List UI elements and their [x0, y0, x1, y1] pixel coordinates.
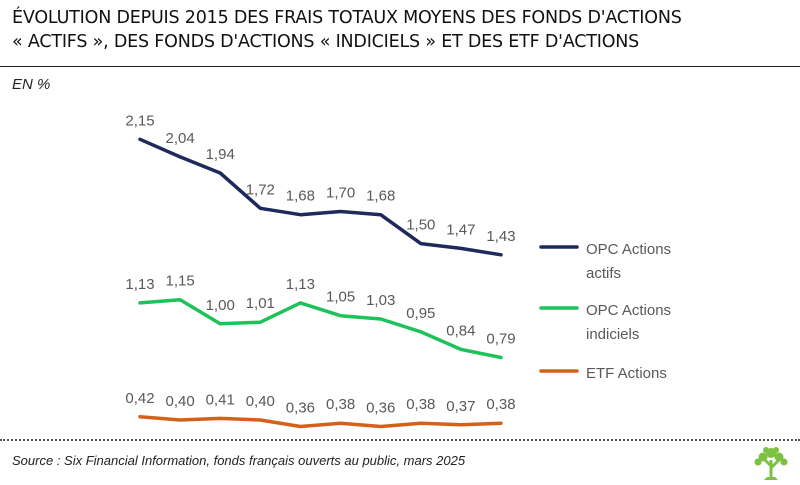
data-label: 1,43 — [486, 228, 515, 245]
data-label: 1,01 — [246, 295, 275, 312]
tree-icon — [754, 447, 788, 480]
legend-label: OPC Actions — [586, 302, 671, 319]
data-label: 1,50 — [406, 217, 435, 234]
data-label: 1,68 — [286, 188, 315, 205]
data-label: 1,15 — [165, 273, 194, 290]
title-divider — [0, 66, 800, 67]
data-label: 1,13 — [125, 276, 154, 293]
chart-title: ÉVOLUTION DEPUIS 2015 DES FRAIS TOTAUX M… — [12, 6, 788, 54]
data-label: 0,40 — [246, 393, 275, 410]
data-label: 1,00 — [206, 297, 235, 314]
data-label: 1,13 — [286, 276, 315, 293]
data-label: 1,68 — [366, 188, 395, 205]
data-label: 0,79 — [486, 331, 515, 348]
footer-divider — [0, 439, 800, 441]
data-label: 1,47 — [446, 221, 475, 238]
data-label: 0,38 — [326, 396, 355, 413]
series-line-1 — [138, 137, 503, 257]
data-label: 2,04 — [165, 130, 194, 147]
data-label: 0,40 — [165, 393, 194, 410]
data-label: 0,37 — [446, 398, 475, 415]
data-label: 2,15 — [125, 112, 154, 129]
unit-label: EN % — [12, 76, 51, 93]
chart-title-line-1: ÉVOLUTION DEPUIS 2015 DES FRAIS TOTAUX M… — [12, 8, 682, 28]
series-line-3 — [138, 415, 503, 429]
data-label: 1,94 — [206, 146, 235, 163]
data-label: 0,95 — [406, 305, 435, 322]
data-label: 0,42 — [125, 390, 154, 407]
data-label: 0,41 — [206, 391, 235, 408]
legend-label: actifs — [586, 265, 621, 282]
data-label: 0,84 — [446, 322, 475, 339]
source-note: Source : Six Financial Information, fond… — [12, 453, 466, 468]
data-label: 1,72 — [246, 181, 275, 198]
line-chart: 2,15 2,04 1,94 1,72 1,68 1,70 1,68 1,50 1,47 1,43… — [125, 112, 671, 429]
data-label: 1,70 — [326, 185, 355, 202]
data-label: 0,36 — [286, 400, 315, 417]
legend-label: indiciels — [586, 326, 639, 343]
data-label: 1,03 — [366, 292, 395, 309]
legend-label: OPC Actions — [586, 241, 671, 258]
chart-title-line-2: « ACTIFS », DES FONDS D'ACTIONS « INDICI… — [12, 32, 640, 52]
data-label: 0,36 — [366, 400, 395, 417]
data-label: 0,38 — [406, 396, 435, 413]
data-label: 1,05 — [326, 289, 355, 306]
legend-label: ETF Actions — [586, 365, 667, 382]
series-line-2 — [138, 297, 503, 360]
data-label: 0,38 — [486, 396, 515, 413]
